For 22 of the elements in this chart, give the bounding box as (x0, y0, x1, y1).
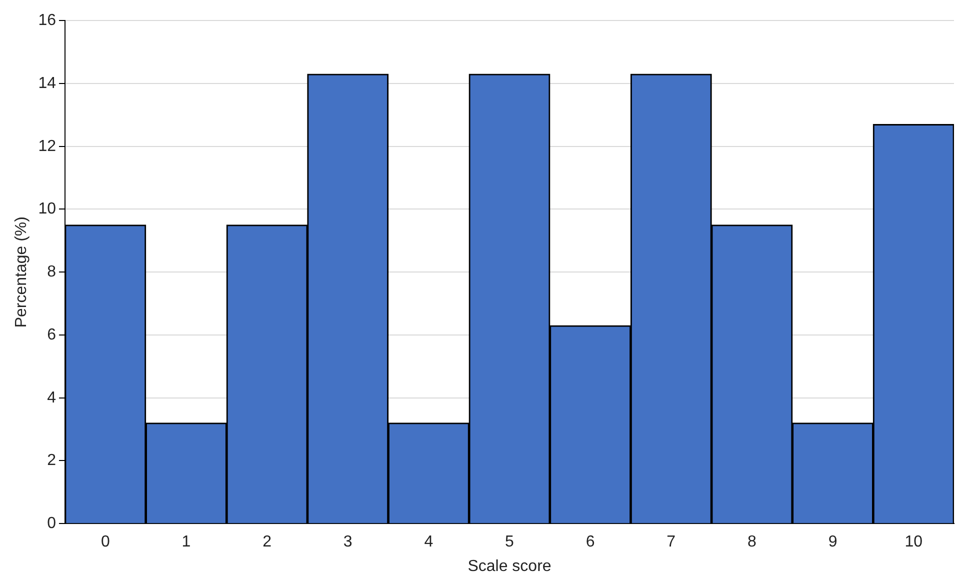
y-tick-label: 8 (47, 264, 56, 281)
y-tick-label: 14 (38, 74, 56, 92)
y-tick-label: 2 (47, 452, 56, 470)
x-tick-label: 8 (748, 534, 756, 551)
x-tick-label: 5 (505, 534, 514, 551)
y-tick-label: 16 (38, 12, 56, 30)
y-axis-title: Percentage (%) (13, 216, 30, 328)
y-tick-label: 6 (47, 326, 56, 344)
x-axis-title: Scale score (468, 558, 552, 575)
x-tick-label: 0 (100, 534, 110, 551)
y-tick-label: 0 (47, 515, 56, 532)
x-tick-label: 1 (182, 534, 191, 551)
y-tick-label: 12 (38, 138, 56, 155)
x-tick-label: 7 (666, 534, 676, 551)
x-tick-label: 3 (343, 534, 352, 551)
y-tick-label: 4 (47, 389, 56, 406)
x-tick-label: 9 (828, 534, 838, 551)
x-tick-label: 2 (262, 534, 272, 551)
x-tick-label: 6 (586, 534, 595, 551)
x-tick-label: 10 (904, 534, 923, 551)
x-tick-label: 4 (424, 534, 434, 551)
y-tick-label: 10 (38, 200, 56, 218)
